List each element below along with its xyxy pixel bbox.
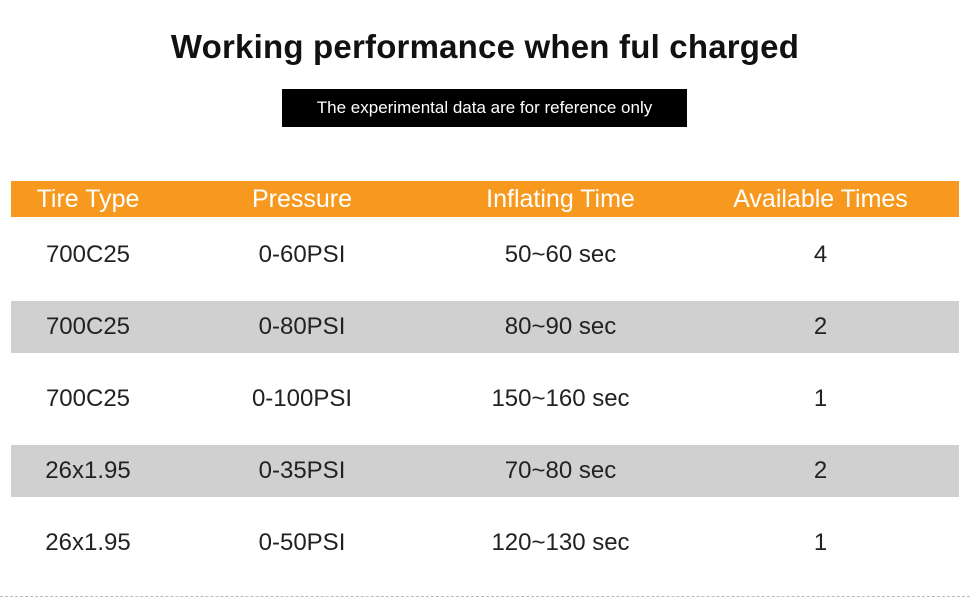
table-row: 700C25 0-80PSI 80~90 sec 2 [11,301,959,353]
cell-tire-type: 26x1.95 [45,457,131,484]
performance-table: Tire Type Pressure Inflating Time Availa… [11,181,959,569]
cell-tire-type: 26x1.95 [45,529,131,556]
cell-inflating-time: 70~80 sec [504,457,617,484]
cell-available-times: 2 [813,457,828,484]
cell-available-times: 4 [813,241,828,268]
cell-available-times: 1 [813,529,828,556]
cell-pressure: 0-35PSI [258,457,346,484]
table-row: 700C25 0-100PSI 150~160 sec 1 [11,373,959,425]
cell-tire-type: 700C25 [45,385,131,412]
cell-available-times: 1 [813,385,828,412]
table-header-row: Tire Type Pressure Inflating Time Availa… [11,181,959,217]
header-available-times: Available Times [733,184,908,213]
cell-pressure: 0-50PSI [258,529,346,556]
cell-tire-type: 700C25 [45,241,131,268]
table-row: 700C25 0-60PSI 50~60 sec 4 [11,229,959,281]
cell-inflating-time: 80~90 sec [504,313,617,340]
cell-available-times: 2 [813,313,828,340]
table-row: 26x1.95 0-50PSI 120~130 sec 1 [11,517,959,569]
reference-note-banner: The experimental data are for reference … [282,89,687,127]
table-row: 26x1.95 0-35PSI 70~80 sec 2 [11,445,959,497]
header-inflating-time: Inflating Time [486,184,635,213]
header-tire-type: Tire Type [36,184,140,213]
cell-pressure: 0-80PSI [258,313,346,340]
cell-inflating-time: 120~130 sec [491,529,630,556]
cell-inflating-time: 150~160 sec [491,385,630,412]
bottom-divider [0,596,970,598]
cell-inflating-time: 50~60 sec [504,241,617,268]
cell-pressure: 0-60PSI [258,241,346,268]
page-title: Working performance when ful charged [170,28,800,65]
cell-pressure: 0-100PSI [251,385,353,412]
header-pressure: Pressure [251,184,353,213]
cell-tire-type: 700C25 [45,313,131,340]
